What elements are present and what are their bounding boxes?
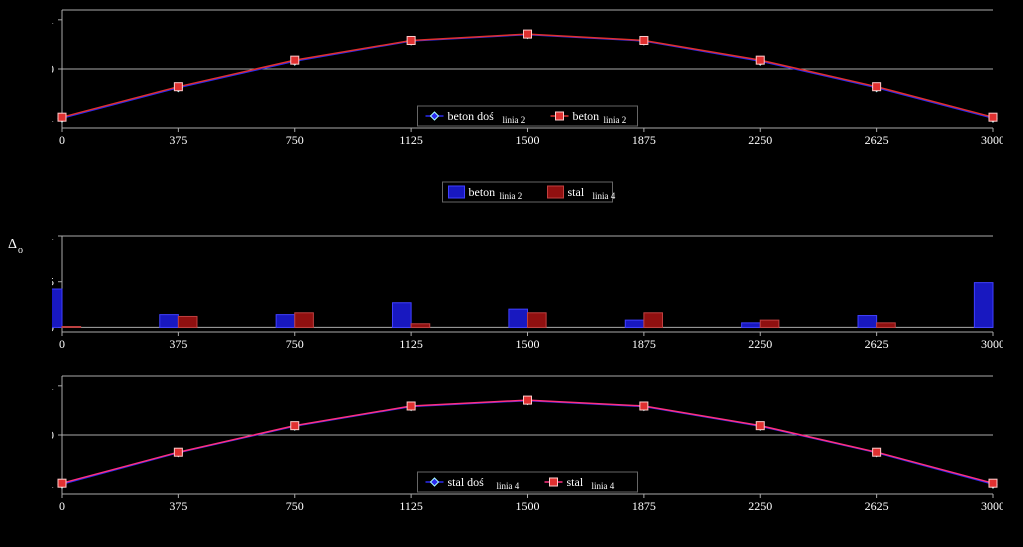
- svg-text:375: 375: [169, 133, 187, 147]
- svg-text:linia 4: linia 4: [593, 191, 616, 201]
- top-line-chart: -1 0 1 0 375 750 1125 1500 1875 2250 2625 3000 beton…: [52, 6, 1003, 170]
- svg-text:1125: 1125: [399, 133, 423, 147]
- svg-text:2625: 2625: [865, 499, 889, 513]
- delta-sub: o: [18, 245, 23, 256]
- svg-text:3000: 3000: [981, 133, 1003, 147]
- svg-text:2250: 2250: [748, 337, 772, 351]
- svg-text:0: 0: [59, 133, 65, 147]
- svg-text:1500: 1500: [516, 133, 540, 147]
- svg-text:1125: 1125: [399, 337, 423, 351]
- svg-text:750: 750: [286, 133, 304, 147]
- svg-text:2625: 2625: [865, 133, 889, 147]
- svg-text:linia 4: linia 4: [592, 481, 615, 491]
- svg-text:0: 0: [52, 428, 54, 442]
- svg-text:2625: 2625: [865, 337, 889, 351]
- svg-text:750: 750: [286, 337, 304, 351]
- svg-text:2250: 2250: [748, 499, 772, 513]
- svg-text:375: 375: [169, 337, 187, 351]
- svg-text:1875: 1875: [632, 337, 656, 351]
- svg-text:1: 1: [52, 379, 54, 393]
- delta-label: Δ: [8, 237, 17, 252]
- svg-text:0: 0: [52, 62, 54, 76]
- svg-text:1500: 1500: [516, 499, 540, 513]
- svg-text:stal doś: stal doś: [448, 475, 485, 489]
- middle-bar-chart: 00.050.10375750112515001875225026253000b…: [52, 178, 1003, 362]
- svg-text:1125: 1125: [399, 499, 423, 513]
- svg-text:375: 375: [169, 499, 187, 513]
- svg-text:0: 0: [59, 499, 65, 513]
- svg-text:-1: -1: [52, 111, 54, 125]
- svg-text:linia 2: linia 2: [604, 115, 627, 125]
- svg-text:stal: stal: [568, 185, 585, 199]
- svg-text:750: 750: [286, 499, 304, 513]
- svg-text:beton doś: beton doś: [448, 109, 495, 123]
- svg-text:2250: 2250: [748, 133, 772, 147]
- svg-text:1875: 1875: [632, 133, 656, 147]
- svg-text:linia 2: linia 2: [500, 191, 523, 201]
- svg-text:-1: -1: [52, 477, 54, 491]
- svg-text:3000: 3000: [981, 499, 1003, 513]
- svg-text:0: 0: [59, 337, 65, 351]
- svg-text:0.1: 0.1: [52, 229, 54, 243]
- svg-text:3000: 3000: [981, 337, 1003, 351]
- svg-text:beton: beton: [573, 109, 600, 123]
- svg-text:linia 4: linia 4: [497, 481, 520, 491]
- chart-stage: { "global": { "background_color": "#0000…: [0, 0, 1023, 547]
- svg-text:1500: 1500: [516, 337, 540, 351]
- svg-text:stal: stal: [567, 475, 584, 489]
- bottom-line-chart: -1 0 1 0 375 750 1125 1500 1875 2250 2625 3000 stal …: [52, 372, 1003, 536]
- svg-text:beton: beton: [469, 185, 496, 199]
- svg-text:linia 2: linia 2: [503, 115, 526, 125]
- svg-text:1: 1: [52, 13, 54, 27]
- svg-text:1875: 1875: [632, 499, 656, 513]
- y-axis-label: Δ o: [0, 0, 30, 547]
- svg-text:0.05: 0.05: [52, 275, 54, 289]
